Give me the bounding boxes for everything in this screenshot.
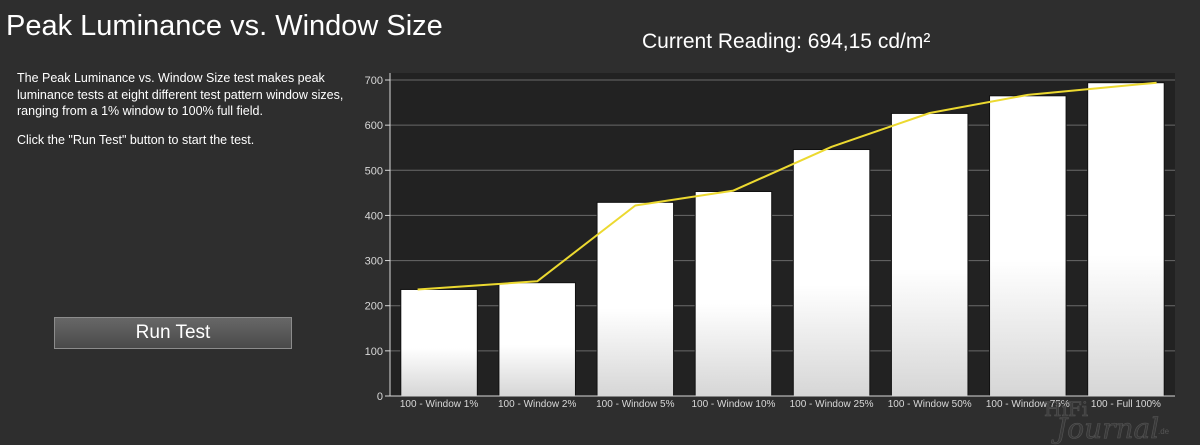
page-title: Peak Luminance vs. Window Size (6, 10, 443, 42)
watermark-line1: HiFi (1044, 397, 1088, 421)
bar-2 (498, 282, 576, 397)
trend-line-path (417, 81, 1157, 291)
y-tick-label: 100 (365, 346, 383, 358)
y-tick-label: 200 (365, 301, 383, 313)
axes: 0 100 200 300 400 500 600 700 100 - Window 1% 100… (365, 73, 1175, 410)
trend-line (417, 81, 1157, 291)
x-tick-label: 100 - Window 10% (691, 399, 775, 410)
bar-8 (1087, 82, 1165, 397)
bar-5 (792, 149, 871, 397)
test-description: The Peak Luminance vs. Window Size test … (17, 70, 347, 160)
bar-3 (596, 201, 675, 397)
y-tick-label: 300 (365, 256, 383, 268)
current-reading: Current Reading: 694,15 cd/m² (642, 30, 931, 53)
y-tick-label: 700 (365, 75, 383, 87)
description-paragraph: The Peak Luminance vs. Window Size test … (17, 71, 344, 118)
bar-6 (890, 112, 969, 397)
y-tick-label: 400 (365, 210, 383, 222)
x-tick-label: 100 - Window 75% (986, 399, 1070, 410)
x-tick-label: 100 - Window 1% (400, 399, 478, 410)
run-test-button[interactable]: Run Test (54, 317, 292, 349)
bar-1 (400, 288, 478, 397)
bar-7 (989, 95, 1067, 397)
x-tick-label: 100 - Window 25% (790, 399, 874, 410)
x-tick-label: 100 - Window 2% (498, 399, 576, 410)
watermark-suffix: .de (1158, 427, 1170, 436)
hifi-journal-watermark: HiFi Journal .de (1044, 397, 1170, 445)
y-tick-label: 500 (365, 165, 383, 177)
watermark-line2: Journal (1051, 412, 1159, 445)
bars (400, 82, 1165, 397)
description-instruction: Click the "Run Test" button to start the… (17, 132, 255, 147)
bar-4 (694, 191, 773, 397)
x-tick-label: 100 - Full 100% (1091, 399, 1161, 410)
y-tick-label: 600 (365, 120, 383, 132)
x-tick-label: 100 - Window 5% (596, 399, 674, 410)
x-tick-label: 100 - Window 50% (888, 399, 972, 410)
y-tick-label: 0 (377, 391, 383, 403)
